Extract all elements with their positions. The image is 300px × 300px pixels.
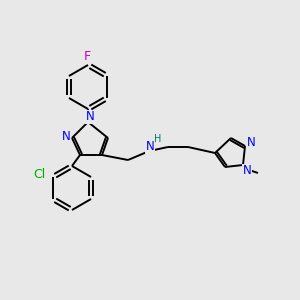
Text: F: F	[83, 50, 91, 62]
Text: Cl: Cl	[33, 169, 45, 182]
Text: N: N	[61, 130, 70, 143]
Text: N: N	[85, 110, 94, 124]
Text: H: H	[154, 134, 162, 144]
Text: N: N	[243, 164, 251, 178]
Text: N: N	[146, 140, 154, 154]
Text: N: N	[247, 136, 255, 148]
